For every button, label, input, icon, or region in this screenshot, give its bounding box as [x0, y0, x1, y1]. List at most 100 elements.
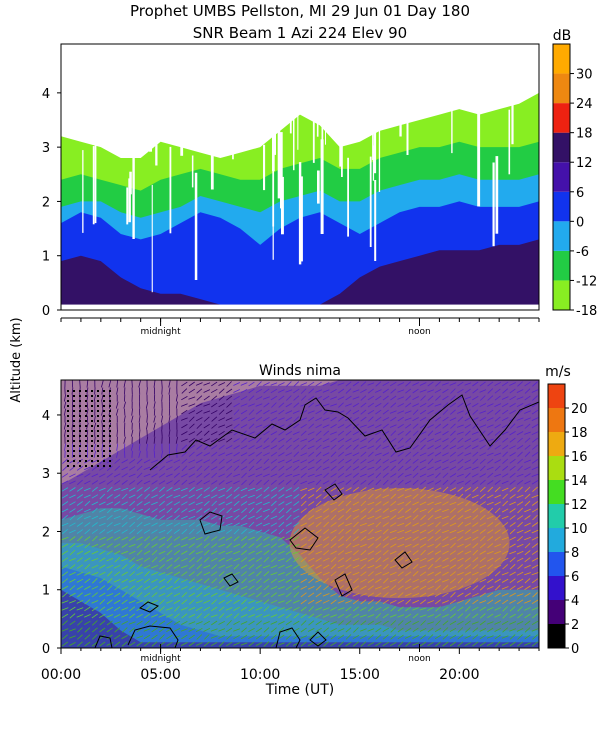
wind-barb: [233, 557, 240, 562]
wind-barb: [307, 438, 315, 443]
snr-cbar-label: 18: [576, 127, 593, 142]
wind-barb: [188, 599, 195, 605]
wind-barb: [524, 417, 531, 421]
wind-barb: [255, 515, 263, 520]
wind-barb: [218, 388, 225, 394]
wind-barb: [502, 500, 508, 507]
wind-barb: [367, 585, 374, 591]
wind-barb: [91, 486, 98, 492]
wind-barb: [434, 438, 442, 443]
wind-barb: [91, 543, 99, 548]
wind-barb: [389, 614, 397, 618]
wind-barb: [99, 606, 106, 612]
wind-barb: [62, 634, 68, 640]
wind-barb: [92, 620, 98, 626]
wind-barb: [382, 550, 389, 556]
wind-barb: [300, 430, 307, 436]
wind-barb: [345, 606, 352, 612]
wind-barb-calm: [91, 445, 93, 447]
wind-barb: [524, 473, 531, 478]
wind-barb: [352, 634, 360, 640]
wind-barb: [233, 634, 240, 640]
wind-barb: [84, 585, 91, 590]
wind-barb: [390, 606, 397, 612]
wind-barb: [293, 522, 300, 527]
wind-barb: [322, 620, 330, 625]
wind-barb: [449, 599, 457, 605]
wind-barb: [76, 564, 84, 569]
wind-barb: [472, 592, 479, 597]
wind-barb-calm: [109, 435, 111, 437]
wind-barb-calm: [109, 405, 111, 407]
wind-barb: [390, 627, 397, 633]
wind-barb: [449, 641, 457, 647]
wind-barb: [464, 423, 472, 429]
wind-barb-calm: [73, 415, 75, 417]
snr-gap: [495, 156, 499, 234]
wind-barb: [517, 465, 523, 472]
snr-gap: [148, 56, 150, 79]
wind-barb: [442, 402, 449, 408]
wind-barb: [166, 592, 173, 598]
wind-barb: [404, 480, 412, 485]
wind-barb: [84, 614, 91, 618]
snr-gap: [374, 180, 377, 261]
wind-barb: [322, 557, 330, 562]
wind-barb: [270, 586, 278, 590]
wind-barb: [92, 578, 98, 584]
wind-barb: [69, 571, 76, 576]
wind-barb: [367, 641, 375, 647]
wind-barb: [420, 437, 427, 443]
wind-barb: [61, 600, 69, 604]
wind-barb: [248, 627, 255, 632]
wind-barb: [153, 443, 156, 451]
wind-barb: [367, 409, 375, 415]
wind-barb: [270, 431, 278, 436]
wind-barb: [84, 508, 91, 513]
wind-barb: [256, 458, 262, 464]
wind-barb: [442, 431, 449, 436]
wind-barb: [487, 529, 494, 534]
wind-barb: [360, 389, 367, 394]
wind-barb: [113, 487, 121, 491]
wind-barb: [486, 515, 494, 520]
wind-barb: [136, 529, 143, 535]
wind-barb: [419, 565, 427, 569]
winds-time-labels: 00:00 05:00 10:00 15:00 20:00: [41, 667, 480, 683]
wind-barb-calm: [85, 415, 87, 417]
wind-barb: [517, 634, 523, 640]
wind-barb: [99, 550, 106, 555]
wind-barb: [352, 431, 360, 436]
wind-barb: [263, 571, 270, 577]
wind-barb: [188, 564, 195, 570]
wind-barb: [352, 452, 360, 457]
wind-barb: [196, 472, 203, 478]
wind-barb: [322, 458, 330, 464]
wind-barb: [293, 388, 300, 394]
wind-barb: [419, 452, 427, 457]
wind-barb: [278, 528, 285, 535]
wind-barb: [203, 522, 211, 527]
wind-barb: [263, 486, 270, 493]
wind-barb: [487, 409, 494, 415]
wind-barb: [516, 473, 524, 477]
wind-barb: [91, 592, 98, 598]
wind-barb: [248, 479, 255, 486]
wind-barb: [524, 627, 531, 633]
wind-barb: [516, 389, 524, 393]
wind-barb: [338, 402, 344, 408]
wind-barb: [240, 606, 248, 612]
wind-barb: [420, 493, 427, 499]
snr-gap: [263, 144, 266, 191]
wind-barb: [382, 543, 389, 548]
wind-barb-calm: [67, 425, 69, 427]
wind-barb: [173, 571, 181, 576]
wind-barb: [427, 494, 434, 499]
wind-barb: [494, 388, 501, 394]
wind-barb: [278, 564, 285, 569]
wind-barb-calm: [91, 405, 93, 407]
wind-barb: [502, 388, 509, 394]
wind-barb: [524, 480, 531, 485]
wind-barb: [240, 592, 248, 598]
wind-barb-field: [61, 380, 539, 647]
